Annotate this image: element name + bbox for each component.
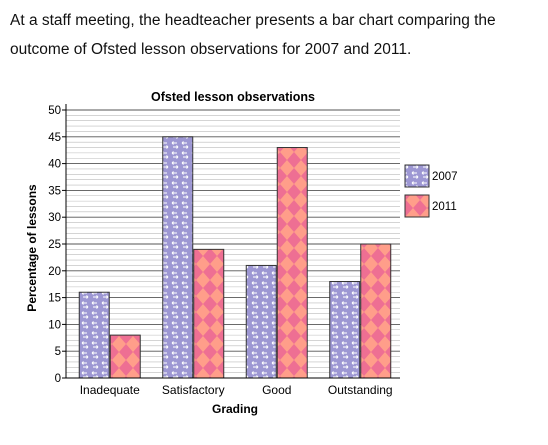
x-category-label: Outstanding [328, 383, 393, 397]
y-tick-label: 0 [55, 373, 61, 385]
bar-2007-satisfactory [162, 136, 194, 379]
bar-2007-good [245, 264, 277, 379]
y-axis-title: Percentage of lessons [25, 184, 39, 312]
y-tick-label: 15 [48, 293, 61, 305]
chart-title: Ofsted lesson observations [151, 90, 315, 104]
y-tick-label: 10 [48, 319, 61, 331]
bar-2007-outstanding [329, 281, 361, 379]
y-tick-label: 30 [48, 212, 61, 224]
y-tick-label: 50 [48, 105, 61, 117]
bar-2007-inadequate [78, 291, 110, 379]
legend-label: 2007 [432, 171, 458, 183]
bar-2011-outstanding [360, 243, 392, 379]
x-axis-title: Grading [212, 402, 258, 416]
y-tick-label: 5 [55, 346, 61, 358]
legend-label: 2011 [432, 201, 457, 213]
legend-swatch-2011 [404, 194, 430, 218]
y-tick-label: 35 [48, 185, 61, 197]
x-category-label: Inadequate [80, 383, 140, 397]
y-tick-label: 45 [48, 132, 61, 144]
y-tick-label: 40 [48, 159, 61, 171]
y-tick-label: 25 [48, 239, 61, 251]
bar-2011-satisfactory [193, 248, 225, 379]
bar-2011-good [276, 147, 308, 379]
x-category-label: Satisfactory [162, 383, 225, 397]
bar-2011-inadequate [109, 334, 141, 379]
x-category-label: Good [262, 383, 291, 397]
intro-text: At a staff meeting, the headteacher pres… [10, 12, 496, 58]
y-tick-label: 20 [48, 266, 61, 278]
legend-swatch-2007 [404, 164, 430, 188]
